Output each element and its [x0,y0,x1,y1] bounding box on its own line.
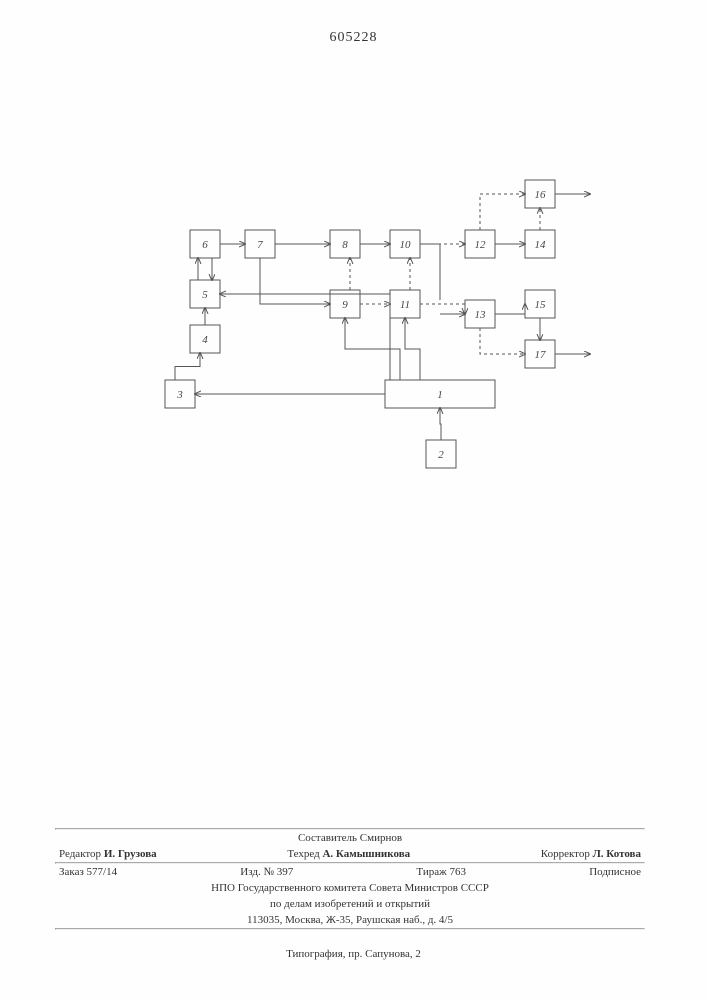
svg-text:6: 6 [202,239,208,251]
svg-text:8: 8 [342,239,348,251]
svg-text:5: 5 [202,289,208,301]
subscription: Подписное [589,866,641,878]
svg-text:10: 10 [400,239,412,251]
order: Заказ 577/14 [59,866,117,878]
block-diagram: 1234567891011121314151617 [100,100,600,480]
corrector: Корректор Л. Котова [541,848,641,860]
org-line2: по делам изобретений и открытий [55,896,645,912]
footer-block: Составитель Смирнов Редактор И. Грузова … [55,828,645,930]
svg-text:1: 1 [437,389,443,401]
compiler: Составитель Смирнов [55,830,645,846]
svg-text:3: 3 [176,389,183,401]
techred: Техред А. Камышникова [287,848,410,860]
page-number: 605228 [0,30,707,46]
svg-text:9: 9 [342,299,348,311]
org-line1: НПО Государственного комитета Совета Мин… [55,880,645,896]
editor: Редактор И. Грузова [59,848,157,860]
svg-text:7: 7 [257,239,263,251]
svg-text:13: 13 [475,309,487,321]
typography-line: Типография, пр. Сапунова, 2 [0,948,707,960]
svg-text:16: 16 [535,189,547,201]
tirage: Тираж 763 [416,866,466,878]
izd: Изд. № 397 [240,866,293,878]
svg-text:12: 12 [475,239,487,251]
address: 113035, Москва, Ж-35, Раушская наб., д. … [55,912,645,928]
svg-text:2: 2 [438,449,444,461]
svg-text:4: 4 [202,334,208,346]
svg-text:17: 17 [535,349,547,361]
svg-text:11: 11 [400,299,410,311]
svg-text:15: 15 [535,299,547,311]
svg-text:14: 14 [535,239,547,251]
